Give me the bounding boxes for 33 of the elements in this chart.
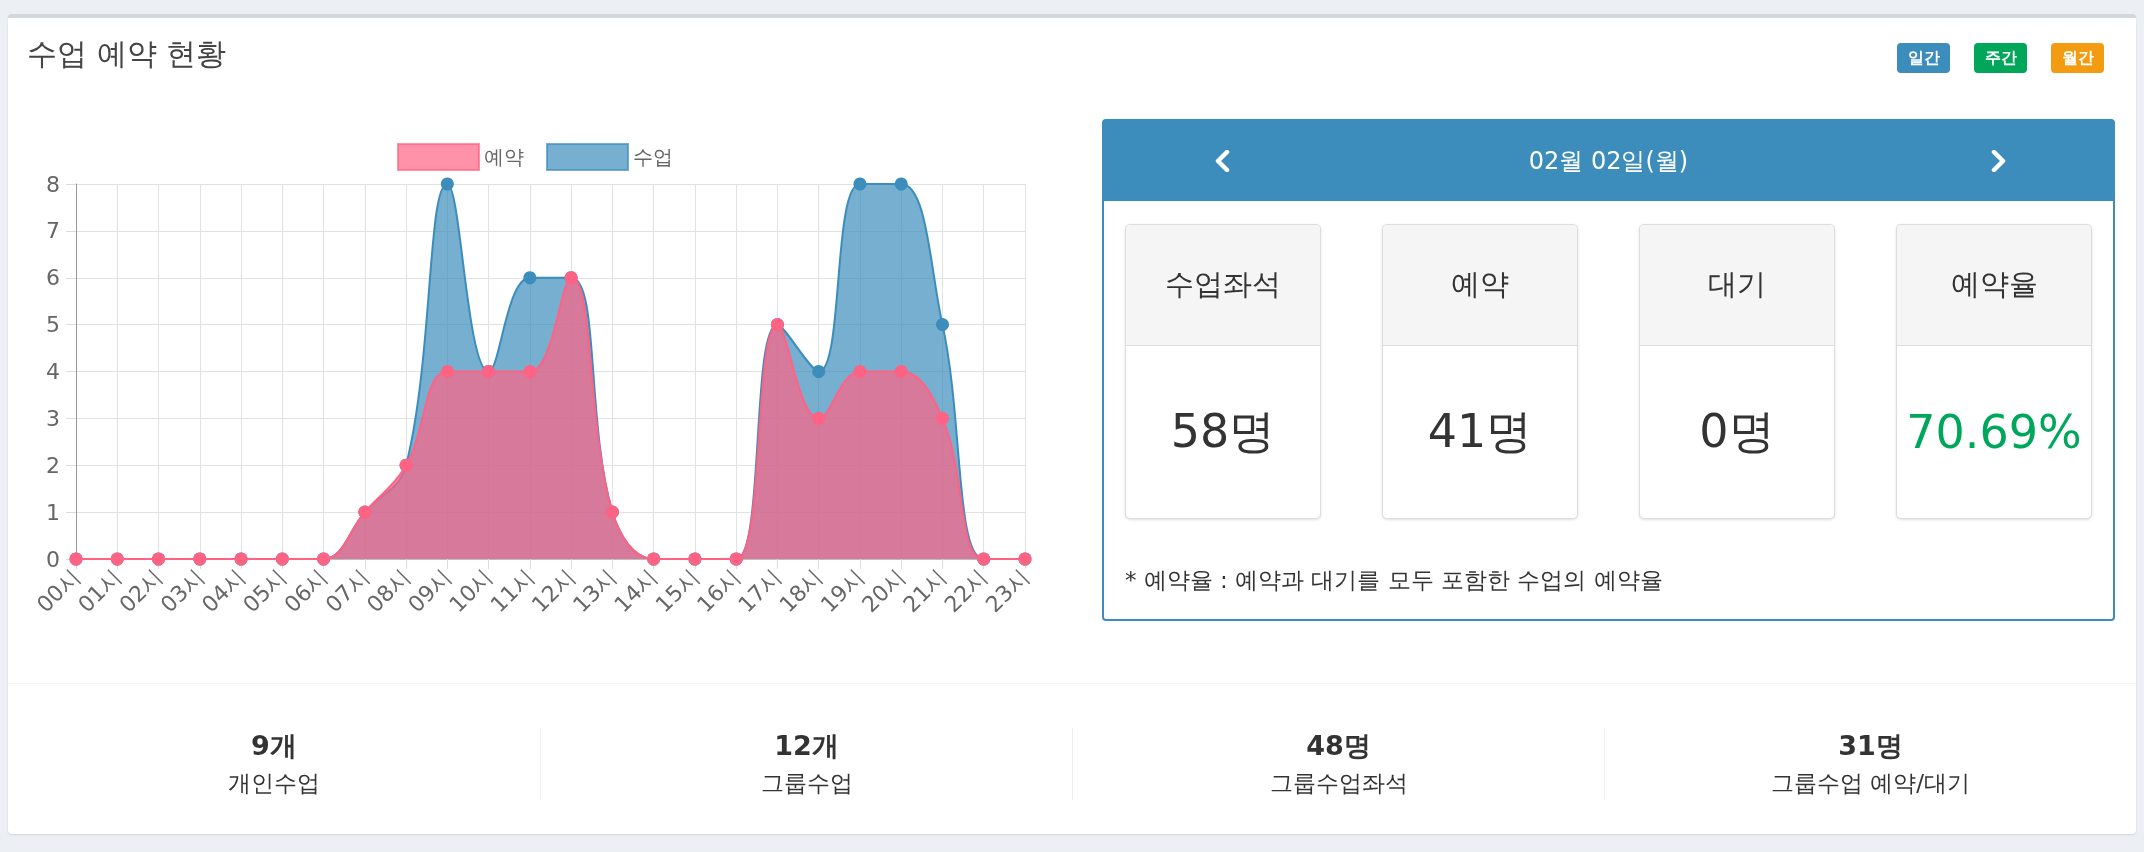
legend-label: 예약 (484, 145, 524, 169)
period-button: 일간 (1897, 43, 1950, 73)
text: 48명 (1306, 730, 1371, 761)
y-tick-label: 8 (46, 171, 60, 197)
y-tick-label: 3 (46, 405, 60, 431)
text: 그룹수업 (760, 770, 853, 796)
text: 70.69% (1906, 405, 2082, 459)
text: 대기 (1708, 266, 1766, 303)
text: 예약율 (1950, 266, 2038, 303)
chart-title: 수업 예약 현황 (27, 36, 227, 71)
y-tick-label: 0 (46, 546, 60, 572)
text: 9개 (251, 730, 297, 761)
text: 41명 (1427, 403, 1533, 460)
y-tick-label: 4 (46, 359, 60, 384)
text: 개인수업 (228, 770, 320, 796)
legend-label: 수업 (633, 145, 673, 169)
text: 수업좌석 (1165, 266, 1281, 303)
period-button: 월간 (2051, 43, 2104, 73)
y-tick-label: 2 (46, 452, 60, 478)
text: 31명 (1838, 730, 1903, 761)
period-button: 주간 (1974, 43, 2027, 73)
y-tick-label: 7 (46, 218, 60, 244)
text: 58명 (1170, 403, 1276, 460)
text: 02월 02일(월) (1528, 146, 1689, 177)
text: 12개 (774, 730, 839, 761)
text: * 예약율 : 예약과 대기를 모두 포함한 수업의 예약율 (1125, 567, 1663, 593)
text: 예약 (1451, 266, 1509, 303)
text: 0명 (1699, 403, 1775, 460)
y-tick-label: 6 (46, 265, 60, 291)
text: 그룹수업좌석 (1269, 770, 1408, 796)
y-tick-label: 5 (46, 312, 60, 338)
y-tick-label: 1 (46, 499, 60, 525)
text: 그룹수업 예약/대기 (1770, 770, 1971, 796)
